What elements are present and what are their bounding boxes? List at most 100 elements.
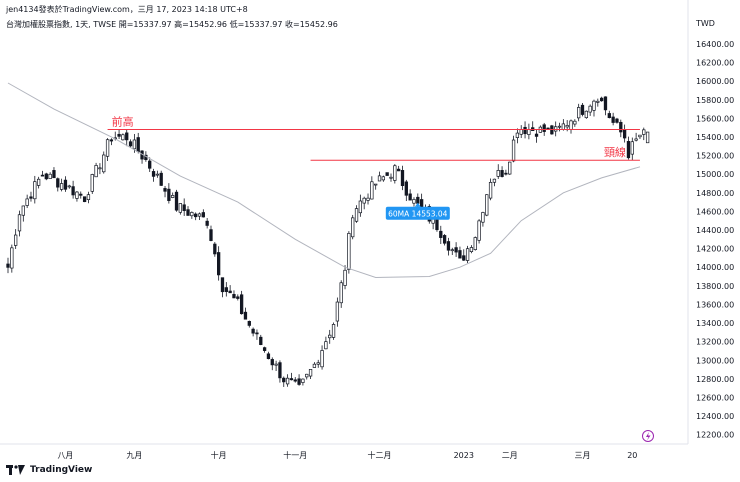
candle-down [29, 196, 33, 199]
candle-down [278, 362, 282, 379]
candle-up [508, 161, 512, 175]
x-tick-label: 三月 [575, 451, 591, 460]
x-tick-label: 十月 [211, 450, 227, 460]
candle-up [178, 203, 183, 213]
x-tick-label: 二月 [502, 451, 518, 460]
candle-up [312, 363, 317, 368]
y-tick-label: 15200.00 [696, 152, 734, 161]
candle-up [347, 233, 351, 270]
candle-up [592, 100, 596, 111]
y-tick-label: 13400.00 [696, 319, 734, 328]
candle-up [377, 175, 382, 182]
candle-down [117, 133, 121, 137]
candle-down [239, 294, 244, 315]
candle-up [370, 181, 374, 200]
candle-down [224, 287, 228, 292]
candle-down [255, 332, 259, 335]
candle-down [148, 160, 152, 169]
candle-down [182, 204, 186, 211]
previous-high-label: 前高 [112, 115, 134, 129]
candle-up [59, 183, 64, 190]
candle-up [554, 126, 558, 132]
candle-up [308, 369, 313, 377]
publish-info: jen4134發表於TradingView.com，三月 17, 2023 14… [6, 5, 248, 14]
candle-down [615, 118, 619, 123]
candle-down [534, 133, 539, 137]
lightning-icon[interactable] [642, 430, 654, 442]
candle-down [71, 186, 75, 196]
x-tick-label: 十二月 [368, 450, 392, 460]
candle-up [577, 107, 581, 119]
footer-brand: TradingView [6, 465, 92, 475]
candle-up [584, 110, 588, 119]
y-tick-label: 14200.00 [696, 245, 734, 254]
candle-up [171, 195, 175, 198]
candle-up [190, 212, 194, 217]
candle-down [52, 170, 56, 179]
candle-up [557, 125, 562, 128]
candle-down [619, 121, 623, 133]
x-tick-label: 九月 [126, 451, 142, 460]
candle-down [82, 196, 87, 203]
candle-up [481, 212, 485, 223]
y-tick-label: 12200.00 [696, 431, 734, 440]
candle-down [404, 181, 408, 196]
candle-down [546, 127, 550, 130]
candle-up [565, 125, 569, 128]
candle-up [561, 123, 565, 130]
candle-up [21, 205, 25, 216]
candle-down [408, 193, 412, 201]
candle-down [607, 113, 611, 119]
candle-down [504, 172, 508, 175]
y-tick-label: 16200.00 [696, 59, 734, 68]
candle-down [201, 212, 205, 218]
candle-down [151, 171, 156, 177]
tradingview-logo-icon [6, 465, 25, 475]
candle-up [588, 105, 592, 113]
candle-up [354, 208, 359, 222]
candle-down [194, 213, 198, 218]
candle-up [17, 214, 22, 232]
candle-up [343, 269, 347, 286]
candle-down [163, 188, 167, 192]
candle-up [316, 362, 320, 365]
y-tick-label: 14000.00 [696, 263, 734, 272]
candle-down [297, 378, 301, 385]
candle-down [439, 230, 443, 238]
candle-up [485, 194, 489, 216]
candle-down [243, 311, 248, 320]
candle-up [121, 134, 125, 141]
candle-up [358, 200, 363, 214]
candle-down [56, 178, 60, 188]
candle-down [500, 170, 504, 177]
candle-up [331, 324, 336, 338]
candle-up [86, 194, 91, 201]
candle-down [109, 139, 114, 142]
candle-down [611, 116, 615, 123]
candle-down [603, 96, 608, 111]
candle-down [542, 124, 546, 132]
y-tick-label: 13600.00 [696, 300, 734, 309]
candle-up [48, 173, 52, 179]
candle-down [174, 191, 179, 211]
candle-up [285, 377, 290, 385]
candle-up [197, 213, 202, 217]
y-tick-label: 16000.00 [696, 77, 734, 86]
y-tick-label: 15600.00 [696, 114, 734, 123]
candle-up [102, 154, 106, 173]
candle-down [44, 173, 48, 180]
candle-down [523, 126, 527, 135]
candle-up [569, 120, 573, 130]
candle-up [527, 129, 531, 135]
candle-up [362, 197, 366, 204]
candle-down [79, 193, 83, 196]
candle-up [374, 183, 378, 186]
candle-up [634, 138, 638, 141]
symbol-ohlc-legend: 台灣加權股票指數, 1天, TWSE 開=15337.97 高=15452.96… [6, 20, 338, 29]
y-tick-label: 12800.00 [696, 375, 734, 384]
candle-up [573, 120, 577, 125]
candle-down [167, 188, 171, 201]
candle-up [320, 350, 324, 368]
